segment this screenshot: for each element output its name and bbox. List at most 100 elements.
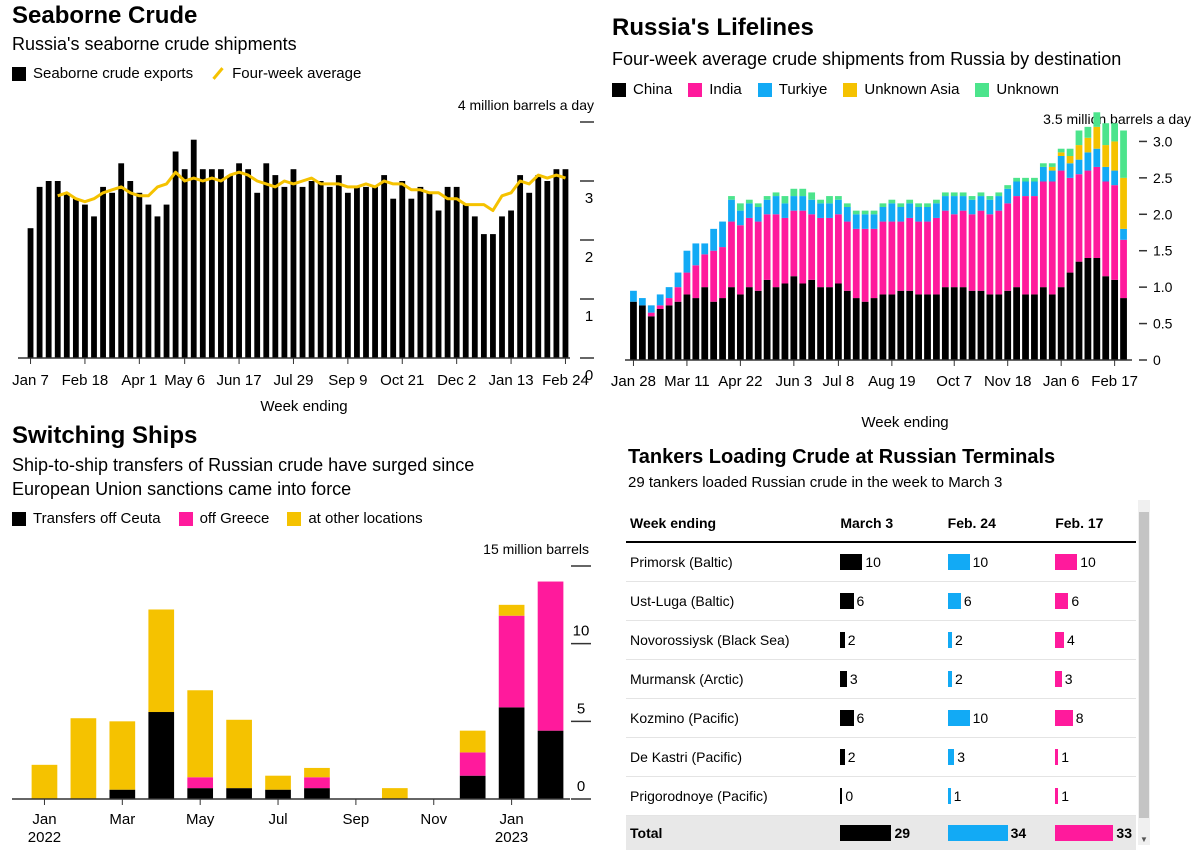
- bar-segment-unknown: [808, 192, 816, 200]
- bar-segment-china: [888, 294, 896, 360]
- bar-segment-india: [745, 217, 753, 288]
- legend-item-turkiye: Turkiye: [757, 81, 827, 98]
- terminal-name: Ust-Luga (Baltic): [626, 581, 837, 621]
- bar-segment-turkiye: [817, 203, 824, 218]
- value-bar-wrap: 29: [840, 825, 939, 841]
- bar-segment-india: [781, 217, 789, 284]
- legend-item-other: at other locations: [287, 510, 423, 527]
- bar-segment-india: [710, 250, 718, 302]
- x-tick-label: Jul 29: [273, 372, 313, 389]
- value-label: 3: [957, 749, 966, 765]
- bar-segment-china: [959, 287, 967, 360]
- bar-segment-china: [870, 298, 878, 360]
- y-tick-label: 0.5: [1153, 316, 1173, 332]
- bar-segment-turkiye: [781, 203, 789, 218]
- bar-segment-unknown-asia: [1102, 145, 1110, 167]
- value-label: 1: [953, 788, 962, 804]
- value-bar-wrap: 2: [840, 632, 939, 648]
- table-total-row: Total 29 34 33: [626, 815, 1136, 850]
- legend-label-other: at other locations: [308, 510, 423, 527]
- bar-segment-off-greece: [537, 581, 564, 731]
- bar-export: [453, 186, 460, 358]
- value-cell: 1: [1051, 776, 1136, 816]
- bar-export: [163, 204, 170, 358]
- switching-ships-legend: Transfers off Ceuta off Greece at other …: [12, 510, 423, 527]
- y-tick-label: 0: [577, 778, 585, 795]
- bar-segment-china: [683, 294, 691, 360]
- bar-segment-india: [959, 210, 967, 288]
- bar-export: [54, 181, 61, 358]
- bar-segment-unknown: [995, 192, 1003, 197]
- bar-segment-china: [835, 283, 842, 360]
- value-cell: 1: [943, 776, 1052, 816]
- bar-segment-transfers-off-ceuta: [459, 775, 486, 799]
- value-bar-wrap: 3: [947, 749, 1048, 765]
- value-bar-wrap: 6: [1055, 593, 1132, 609]
- bar-segment-unknown: [817, 199, 824, 204]
- value-label: 6: [856, 593, 865, 609]
- legend-label-china: China: [633, 81, 673, 98]
- bar-segment-china: [674, 301, 682, 360]
- value-label: 3: [849, 671, 858, 687]
- legend-swatch-greece: [178, 511, 193, 526]
- switching-ships-chart: 15 million barrels 0 5 10 Jan Mar May Jul Sep Nov…: [12, 541, 591, 846]
- value-bar-wrap: 1: [1055, 749, 1132, 765]
- bar-segment-at-other-locations: [109, 721, 136, 790]
- bar-export: [417, 186, 424, 358]
- scroll-down-arrow-icon[interactable]: ▼: [1140, 835, 1148, 844]
- bar-segment-india: [995, 210, 1003, 295]
- bar-segment-china: [701, 287, 709, 360]
- bar-segment-india: [754, 221, 762, 291]
- bar-segment-china: [879, 294, 887, 360]
- bar-segment-turkiye: [763, 199, 771, 215]
- bar-segment-off-greece: [304, 777, 330, 789]
- x-tick-label: Jan 13: [489, 372, 534, 389]
- bar-segment-unknown: [1039, 163, 1047, 167]
- bar-export: [281, 186, 288, 358]
- bar-export: [399, 181, 406, 358]
- bar-export: [553, 169, 560, 358]
- table-scrollbar[interactable]: ▼: [1138, 500, 1150, 845]
- bar-segment-china: [710, 301, 718, 360]
- bar-segment-india: [968, 214, 976, 291]
- bar-export: [145, 204, 152, 358]
- y-tick-label: 1.5: [1153, 243, 1173, 259]
- bar-segment-india: [843, 221, 851, 291]
- value-cell: 2: [836, 737, 944, 777]
- bar-export: [508, 210, 514, 358]
- bar-segment-china: [843, 290, 851, 360]
- header-feb-24: Feb. 24: [943, 505, 1052, 543]
- legend-label-unknown-asia: Unknown Asia: [864, 81, 960, 98]
- bar-segment-china: [781, 283, 789, 360]
- x-tick-label: Oct 7: [936, 373, 972, 390]
- x-tick-label: Jul: [268, 811, 287, 828]
- lifelines-chart: 3.5 million barrels a day 0 0.5 1.0 1.5 2.0 2.…: [611, 111, 1191, 431]
- bar-segment-unknown: [879, 203, 887, 207]
- value-cell: 10: [1051, 542, 1136, 582]
- bar-segment-india: [950, 214, 958, 288]
- bar-segment-off-greece: [187, 777, 214, 789]
- value-bar: [840, 749, 845, 765]
- bar-segment-india: [924, 221, 931, 295]
- x-tick-label: Oct 21: [380, 372, 424, 389]
- lifelines-panel: Russia's Lifelines Four-week average cru…: [612, 14, 1197, 98]
- bar-segment-china: [897, 290, 905, 360]
- bar-segment-turkiye: [772, 196, 780, 215]
- value-label: 3: [1064, 671, 1073, 687]
- bar-segment-turkiye: [977, 196, 985, 211]
- value-cell: 3: [943, 737, 1052, 777]
- table-row: De Kastri (Pacific) 2 3 1: [626, 737, 1136, 777]
- bar-segment-turkiye: [683, 250, 691, 273]
- bar-segment-turkiye: [933, 203, 940, 218]
- x-tick-label: Jan: [32, 811, 56, 828]
- table-row: Murmansk (Arctic) 3 2 3: [626, 659, 1136, 699]
- bar-segment-unknown: [1120, 130, 1127, 178]
- bar-segment-at-other-locations: [304, 767, 330, 778]
- table-scrollbar-thumb[interactable]: [1139, 512, 1149, 818]
- legend-item-unknown-asia: Unknown Asia: [843, 81, 959, 98]
- bar-segment-india: [888, 221, 896, 295]
- bar-segment-at-other-locations: [498, 604, 525, 616]
- bar-segment-india: [1111, 185, 1119, 280]
- value-bar-wrap: 1: [1055, 788, 1132, 804]
- header-week-ending: Week ending: [626, 505, 837, 543]
